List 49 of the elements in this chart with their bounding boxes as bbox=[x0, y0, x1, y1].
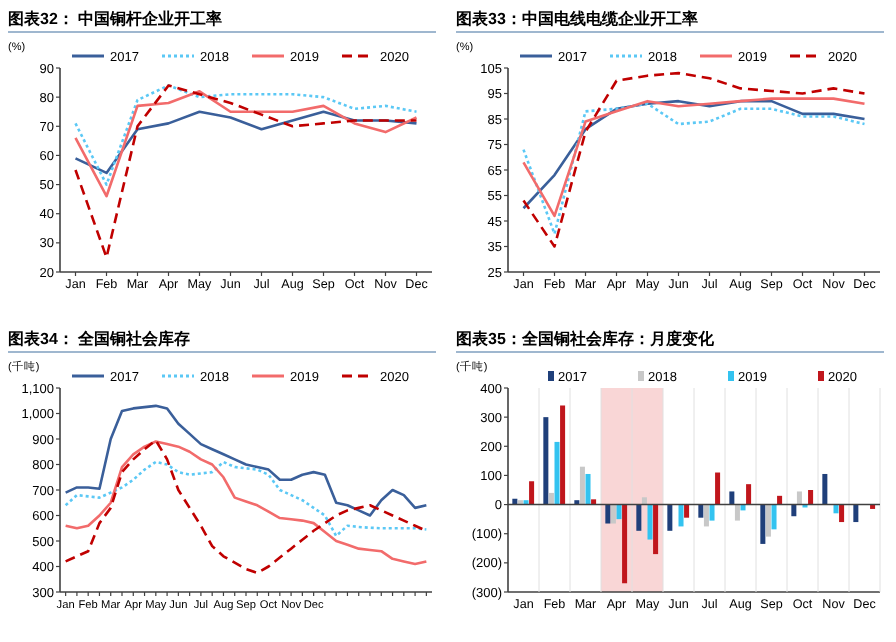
bar bbox=[709, 504, 715, 521]
line-series bbox=[74, 84, 418, 259]
bar bbox=[796, 491, 802, 505]
bar bbox=[548, 492, 554, 505]
chart-title: 图表33：中国电线电缆企业开工率 bbox=[456, 8, 698, 28]
bar bbox=[616, 504, 622, 520]
bar bbox=[822, 473, 828, 505]
bar bbox=[791, 504, 797, 517]
bar bbox=[554, 441, 560, 505]
bar bbox=[729, 491, 735, 505]
chart-title: 图表34： 全国铜社会库存 bbox=[8, 328, 191, 348]
bar bbox=[698, 504, 704, 518]
bar bbox=[771, 504, 777, 530]
bar bbox=[715, 472, 721, 505]
bar bbox=[853, 504, 859, 523]
bar bbox=[610, 504, 616, 524]
bar bbox=[591, 499, 597, 505]
bar bbox=[734, 504, 740, 521]
bar bbox=[703, 504, 709, 527]
bar bbox=[560, 405, 566, 505]
bar bbox=[529, 481, 535, 505]
bar bbox=[839, 504, 845, 523]
bar bbox=[647, 504, 653, 540]
line-series bbox=[74, 84, 418, 186]
chart-title: 图表35：全国铜社会库存：月度变化 bbox=[456, 328, 716, 348]
bar bbox=[641, 497, 647, 505]
chart-title: 图表32： 中国铜杆企业开工率 bbox=[8, 8, 223, 28]
bar bbox=[746, 484, 752, 505]
bar bbox=[777, 495, 783, 505]
bar bbox=[684, 504, 690, 518]
bar bbox=[667, 504, 673, 531]
line-series bbox=[64, 404, 428, 517]
line-series bbox=[74, 110, 418, 175]
line-series bbox=[64, 460, 428, 538]
bar bbox=[808, 490, 814, 505]
bar bbox=[833, 504, 839, 514]
line-series bbox=[522, 102, 866, 236]
bar bbox=[678, 504, 684, 527]
bar bbox=[765, 504, 771, 537]
line-series bbox=[522, 71, 866, 248]
bar bbox=[653, 504, 659, 555]
bar bbox=[622, 504, 628, 584]
bar bbox=[760, 504, 766, 544]
bar bbox=[579, 466, 585, 505]
bar bbox=[543, 417, 549, 505]
bar bbox=[636, 504, 642, 531]
bar bbox=[585, 473, 591, 505]
line-series bbox=[74, 90, 418, 198]
bar bbox=[605, 504, 611, 524]
